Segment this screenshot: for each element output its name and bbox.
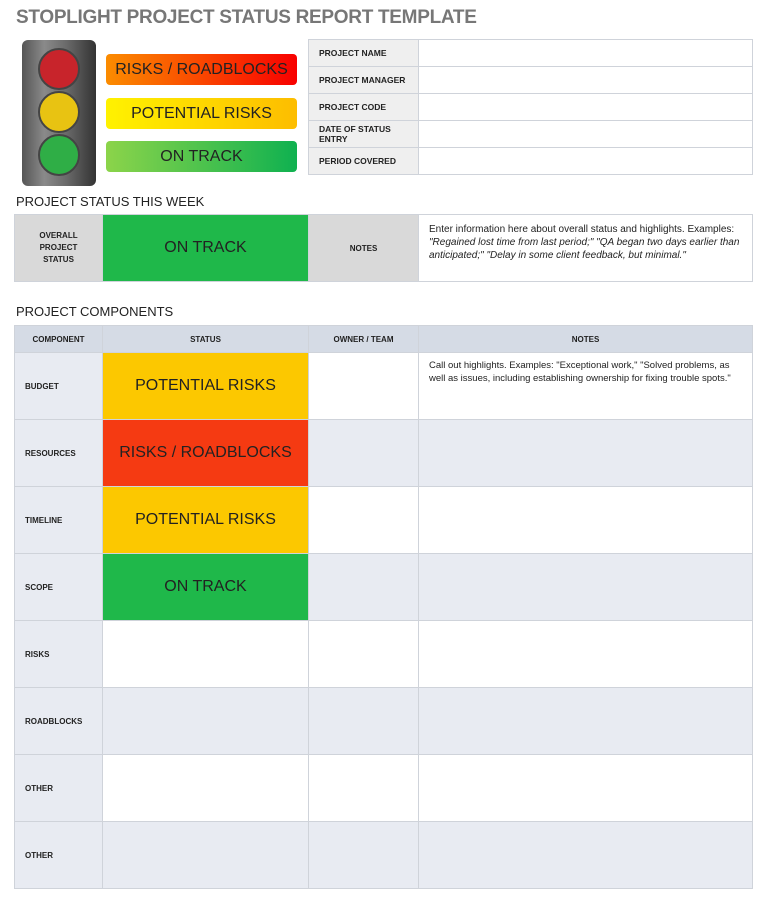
owner-cell[interactable] bbox=[308, 553, 419, 621]
period-covered-field[interactable] bbox=[418, 147, 753, 175]
column-header-component: COMPONENT bbox=[14, 325, 103, 353]
project-info-table: PROJECT NAME PROJECT MANAGER PROJECT COD… bbox=[308, 39, 753, 175]
notes-label: NOTES bbox=[308, 214, 419, 282]
owner-cell[interactable] bbox=[308, 687, 419, 755]
component-cell: RESOURCES bbox=[14, 419, 103, 487]
notes-cell[interactable] bbox=[418, 620, 753, 688]
table-row: TIMELINE POTENTIAL RISKS bbox=[14, 486, 753, 554]
owner-cell[interactable] bbox=[308, 821, 419, 889]
status-cell[interactable] bbox=[102, 620, 309, 688]
component-cell: BUDGET bbox=[14, 352, 103, 420]
legend-risks-roadblocks: RISKS / ROADBLOCKS bbox=[106, 54, 297, 85]
status-cell[interactable]: POTENTIAL RISKS bbox=[102, 486, 309, 554]
notes-cell[interactable]: Call out highlights. Examples: "Exceptio… bbox=[418, 352, 753, 420]
page-title: STOPLIGHT PROJECT STATUS REPORT TEMPLATE bbox=[16, 7, 477, 28]
project-manager-field[interactable] bbox=[418, 66, 753, 94]
component-cell: OTHER bbox=[14, 754, 103, 822]
overall-status-cell[interactable]: ON TRACK bbox=[102, 214, 309, 282]
date-of-status-entry-label: DATE OF STATUS ENTRY bbox=[308, 120, 419, 148]
component-cell: RISKS bbox=[14, 620, 103, 688]
legend-on-track: ON TRACK bbox=[106, 141, 297, 172]
project-name-label: PROJECT NAME bbox=[308, 39, 419, 67]
owner-cell[interactable] bbox=[308, 620, 419, 688]
status-week-heading: PROJECT STATUS THIS WEEK bbox=[16, 194, 205, 209]
components-heading: PROJECT COMPONENTS bbox=[16, 304, 174, 319]
traffic-light-icon bbox=[22, 40, 96, 186]
table-row: RESOURCES RISKS / ROADBLOCKS bbox=[14, 419, 753, 487]
project-name-field[interactable] bbox=[418, 39, 753, 67]
project-code-field[interactable] bbox=[418, 93, 753, 121]
project-manager-label: PROJECT MANAGER bbox=[308, 66, 419, 94]
table-row: ROADBLOCKS bbox=[14, 687, 753, 755]
overall-status-label: OVERALL PROJECT STATUS bbox=[14, 214, 103, 282]
notes-cell[interactable] bbox=[418, 754, 753, 822]
status-cell[interactable] bbox=[102, 821, 309, 889]
table-row: OTHER bbox=[14, 754, 753, 822]
owner-cell[interactable] bbox=[308, 754, 419, 822]
green-lamp-icon bbox=[38, 134, 80, 176]
notes-cell[interactable] bbox=[418, 486, 753, 554]
table-row: BUDGET POTENTIAL RISKS Call out highlights… bbox=[14, 352, 753, 420]
status-week-table: OVERALL PROJECT STATUS ON TRACK NOTES En… bbox=[14, 214, 753, 282]
legend-potential-risks: POTENTIAL RISKS bbox=[106, 98, 297, 129]
period-covered-label: PERIOD COVERED bbox=[308, 147, 419, 175]
owner-cell[interactable] bbox=[308, 486, 419, 554]
table-row: RISKS bbox=[14, 620, 753, 688]
component-cell: OTHER bbox=[14, 821, 103, 889]
column-header-notes: NOTES bbox=[418, 325, 753, 353]
component-cell: TIMELINE bbox=[14, 486, 103, 554]
component-cell: ROADBLOCKS bbox=[14, 687, 103, 755]
owner-cell[interactable] bbox=[308, 419, 419, 487]
notes-intro: Enter information here about overall sta… bbox=[429, 224, 735, 235]
status-cell[interactable] bbox=[102, 754, 309, 822]
status-cell[interactable]: POTENTIAL RISKS bbox=[102, 352, 309, 420]
notes-cell[interactable] bbox=[418, 687, 753, 755]
owner-cell[interactable] bbox=[308, 352, 419, 420]
table-row: SCOPE ON TRACK bbox=[14, 553, 753, 621]
component-cell: SCOPE bbox=[14, 553, 103, 621]
column-header-status: STATUS bbox=[102, 325, 309, 353]
notes-cell[interactable] bbox=[418, 553, 753, 621]
notes-cell[interactable] bbox=[418, 419, 753, 487]
notes-examples: "Regained lost time from last period;" "… bbox=[429, 237, 740, 261]
date-of-status-entry-field[interactable] bbox=[418, 120, 753, 148]
column-header-owner: OWNER / TEAM bbox=[308, 325, 419, 353]
table-row: OTHER bbox=[14, 821, 753, 889]
red-lamp-icon bbox=[38, 48, 80, 90]
components-table: COMPONENT STATUS OWNER / TEAM NOTES BUDG… bbox=[14, 325, 753, 889]
status-cell[interactable] bbox=[102, 687, 309, 755]
project-code-label: PROJECT CODE bbox=[308, 93, 419, 121]
status-cell[interactable]: ON TRACK bbox=[102, 553, 309, 621]
notes-cell[interactable] bbox=[418, 821, 753, 889]
status-cell[interactable]: RISKS / ROADBLOCKS bbox=[102, 419, 309, 487]
overall-notes-field[interactable]: Enter information here about overall sta… bbox=[418, 214, 753, 282]
yellow-lamp-icon bbox=[38, 91, 80, 133]
